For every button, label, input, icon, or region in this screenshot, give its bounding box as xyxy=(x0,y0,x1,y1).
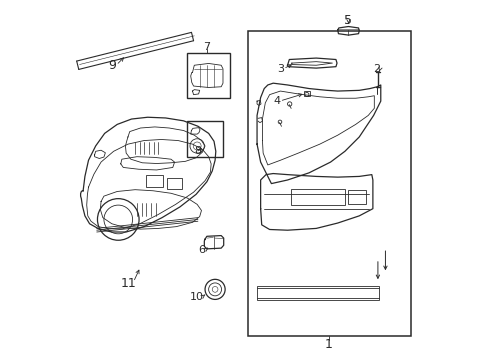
Text: 8: 8 xyxy=(194,146,201,156)
Text: 7: 7 xyxy=(203,42,210,52)
Text: 2: 2 xyxy=(373,64,380,74)
Text: 9: 9 xyxy=(108,59,116,72)
Text: 4: 4 xyxy=(273,96,280,106)
Bar xyxy=(257,286,378,300)
Bar xyxy=(167,178,182,189)
Bar xyxy=(348,190,366,204)
Text: 10: 10 xyxy=(190,292,204,302)
Bar xyxy=(187,53,230,98)
Bar xyxy=(290,189,344,205)
Text: 3: 3 xyxy=(276,64,283,74)
Text: 1: 1 xyxy=(324,338,332,351)
Text: 11: 11 xyxy=(121,278,137,291)
Bar xyxy=(247,31,410,336)
Text: 5: 5 xyxy=(344,14,352,27)
Bar xyxy=(187,121,223,157)
Bar xyxy=(145,175,163,187)
Text: 6: 6 xyxy=(198,245,204,255)
Bar xyxy=(303,91,309,96)
